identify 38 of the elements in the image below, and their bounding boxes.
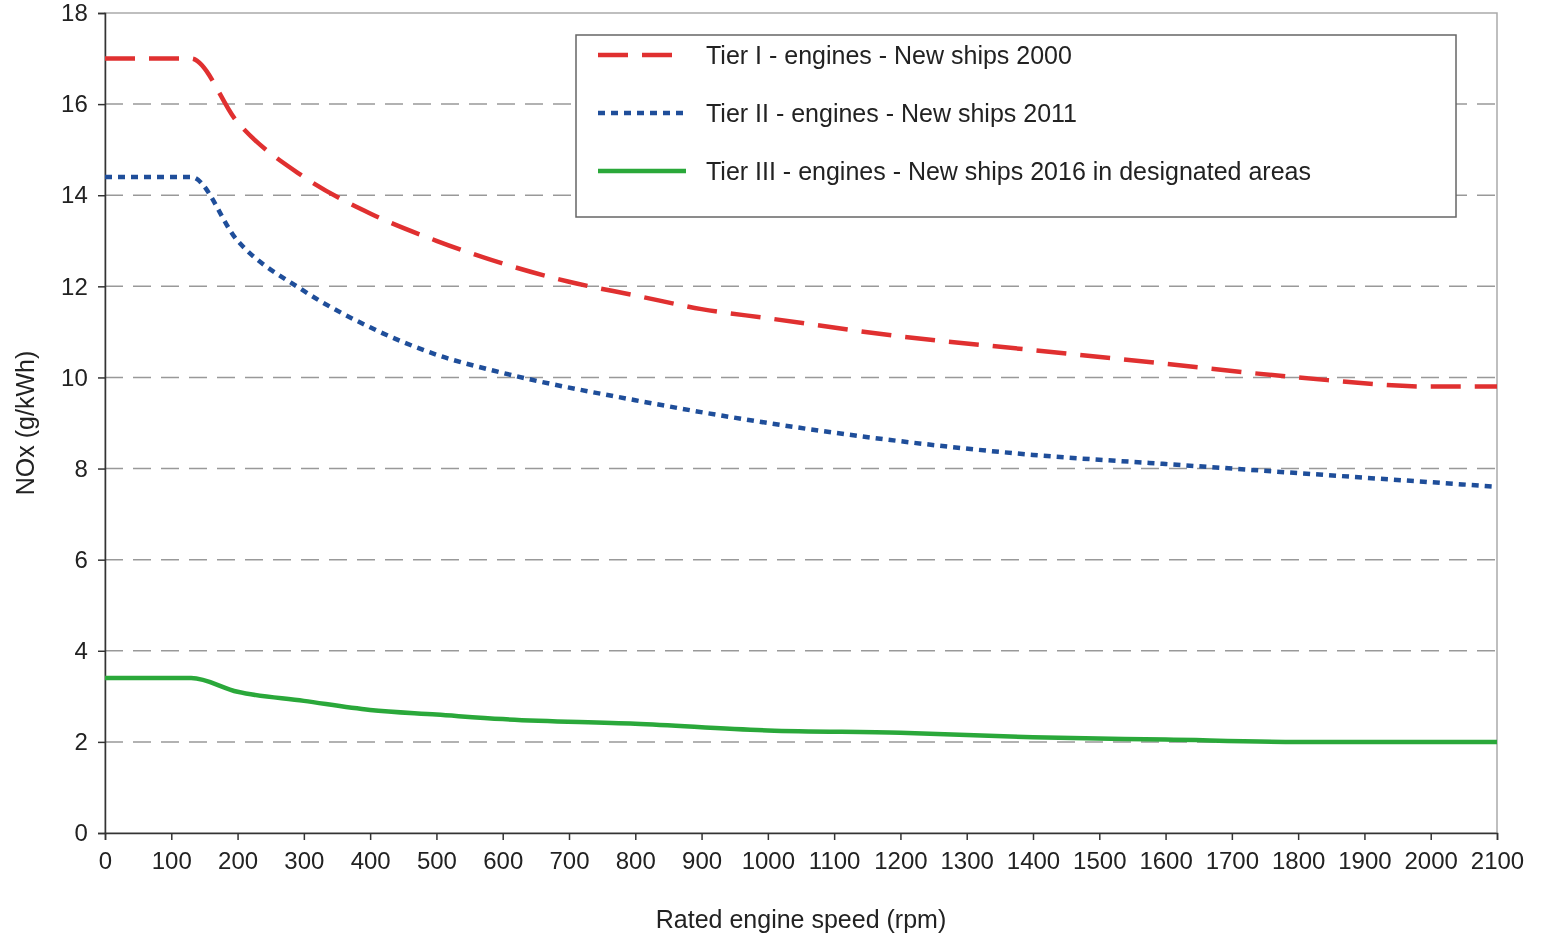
x-tick-label: 1900 — [1338, 847, 1392, 875]
y-tick-label: 10 — [61, 363, 88, 391]
y-tick-label: 12 — [61, 272, 88, 300]
x-tick-label: 100 — [151, 847, 192, 875]
x-tick-label: 700 — [549, 847, 590, 875]
y-tick-label: 18 — [61, 0, 88, 27]
x-tick-label: 2000 — [1404, 847, 1458, 875]
y-axis-title: NOx (g/kWh) — [11, 350, 39, 496]
y-tick-label: 6 — [74, 545, 88, 573]
x-tick-label: 1000 — [741, 847, 796, 875]
y-tick-label: 16 — [61, 90, 88, 118]
x-tick-label: 1500 — [1073, 847, 1127, 875]
x-tick-label: 1800 — [1271, 847, 1326, 875]
x-tick-label: 1100 — [808, 847, 861, 875]
x-tick-label: 1400 — [1006, 847, 1061, 875]
legend-label: Tier III - engines - New ships 2016 in designated areas — [706, 157, 1311, 185]
x-tick-label: 1600 — [1139, 847, 1193, 875]
y-tick-label: 8 — [74, 454, 88, 482]
x-tick-label: 1700 — [1205, 847, 1260, 875]
y-tick-label: 14 — [61, 181, 88, 209]
x-tick-label: 400 — [350, 847, 391, 875]
x-tick-label: 1300 — [940, 847, 994, 875]
y-tick-label: 4 — [74, 636, 88, 664]
y-tick-label: 0 — [74, 819, 88, 847]
y-tick-label: 2 — [74, 728, 88, 756]
x-tick-label: 1200 — [874, 847, 928, 875]
x-tick-label: 0 — [98, 847, 113, 875]
x-tick-label: 2100 — [1470, 847, 1525, 875]
x-tick-label: 600 — [483, 847, 524, 875]
x-axis-title: Rated engine speed (rpm) — [655, 905, 947, 933]
x-tick-label: 800 — [615, 847, 656, 875]
x-tick-label: 300 — [284, 847, 325, 875]
x-tick-label: 500 — [416, 847, 457, 875]
line-series — [102, 675, 1500, 745]
x-tick-label: 200 — [218, 847, 259, 875]
legend-label: Tier I - engines - New ships 2000 — [706, 41, 1072, 69]
x-tick-label: 900 — [682, 847, 723, 875]
legend-label: Tier II - engines - New ships 2011 — [706, 99, 1077, 127]
